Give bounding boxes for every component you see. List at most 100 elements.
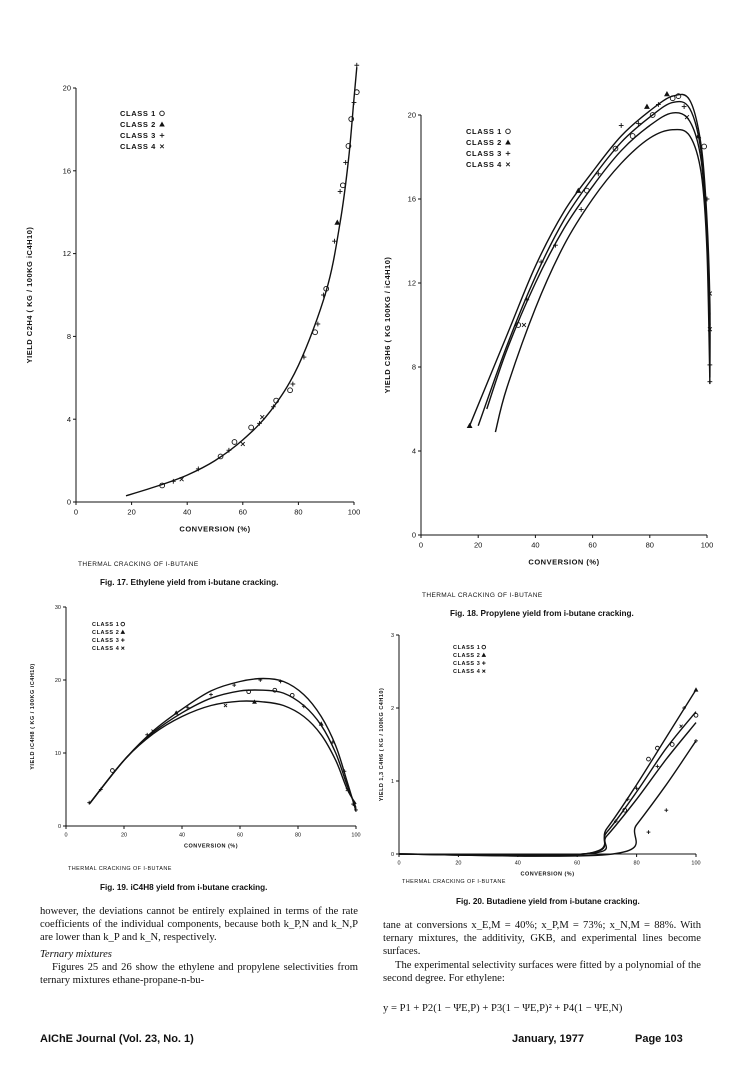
point-x-b [345,787,350,792]
data-point-class-3 [185,705,190,710]
point-x-b [121,646,125,650]
x-tick-label: 20 [127,508,135,517]
legend-label: CLASS 4 [466,160,502,169]
fitted-curve [486,112,711,410]
data-point-class-3 [694,738,698,743]
footer-page: Page 103 [635,1033,683,1045]
point-circle-marker [159,482,166,489]
data-point-class-3 [278,679,283,684]
x-tick-label: 60 [574,861,580,867]
data-point-class-2 [505,139,511,145]
data-point-class-1 [345,143,352,149]
y-tick-label: 2 [391,706,394,712]
legend-label: CLASS 3 [466,149,502,158]
point-circle-marker [312,329,318,336]
x-tick-label: 60 [588,541,596,550]
data-point-class-4 [521,322,527,328]
data-point-class-3 [578,207,584,212]
y-tick-label: 0 [58,824,61,830]
point-circle-marker [655,745,660,751]
figure-18-caption: Fig. 18. Propylene yield from i-butane c… [450,609,634,618]
legend-label: CLASS 3 [453,661,480,667]
x-axis-title: CONVERSION (%) [528,558,599,567]
figure-20-caption: Fig. 20. Butadiene yield from i-butane c… [456,897,640,906]
data-point-class-3 [351,802,355,806]
data-point-class-1 [110,768,115,773]
point-circle-marker [231,439,238,445]
data-point-class-1 [348,116,355,122]
y-tick-label: 30 [55,605,61,611]
fitted-curve [88,677,357,812]
point-circle-marker [622,807,628,813]
data-point-class-4 [240,441,246,447]
legend-label: CLASS 4 [453,669,481,675]
point-circle-marker [287,387,293,394]
data-point-class-2 [693,687,699,692]
data-point-class-2 [173,710,179,715]
data-point-class-1 [120,621,126,627]
data-point-class-3 [330,740,335,744]
data-point-class-1 [159,110,165,117]
data-point-class-1 [353,89,360,95]
point-x-b [505,162,511,167]
data-point-class-1 [231,439,238,445]
data-point-class-4 [151,729,155,733]
fitted-curve [88,689,357,809]
data-point-class-1 [481,644,487,650]
data-point-class-1 [505,128,511,135]
point-x-b [151,729,155,733]
fitted-curve [398,722,697,857]
point-circle-marker [612,145,619,152]
data-point-class-2 [695,132,702,139]
legend-label: CLASS 4 [92,646,120,652]
data-point-class-3 [120,638,125,642]
data-point-class-1 [340,182,346,189]
point-x-b [179,476,184,482]
data-point-class-1 [272,687,278,693]
y-tick-label: 16 [408,195,416,204]
data-point-class-2 [159,121,165,127]
x-tick-label: 0 [74,508,78,517]
point-circle-marker [481,644,487,650]
fitted-curve [398,740,697,857]
figure-18-note: THERMAL CRACKING OF I-BUTANE [422,592,543,599]
data-point-class-1 [649,112,656,118]
point-circle-marker [646,756,651,762]
y-tick-label: 3 [391,633,394,639]
y-tick-label: 0 [412,531,416,540]
point-x-b [707,326,713,332]
data-point-class-3 [704,196,710,202]
x-tick-label: 80 [646,541,654,550]
y-tick-label: 12 [63,249,71,258]
data-point-class-2 [318,721,324,726]
figure-20-note: THERMAL CRACKING OF I-BUTANE [402,879,506,885]
point-circle-marker [272,687,278,693]
data-point-class-1 [629,133,636,139]
point-x-b [707,291,713,296]
x-tick-label: 20 [455,861,461,867]
point-circle-marker [675,93,682,99]
legend-label: CLASS 1 [120,109,156,118]
data-point-class-1 [584,187,590,194]
point-triangle-marker [120,629,126,634]
x-axis-title: CONVERSION (%) [179,525,250,534]
point-circle-marker [217,453,224,460]
point-circle-marker [649,112,656,118]
figure-19-note: THERMAL CRACKING OF I-BUTANE [68,866,172,872]
y-tick-label: 8 [412,363,416,372]
point-circle-marker [159,110,165,117]
fitted-curve [398,711,697,857]
data-point-class-3 [481,661,486,665]
y-tick-label: 4 [412,447,416,456]
y-tick-label: 1 [391,779,394,785]
data-point-class-2 [334,219,341,225]
x-tick-label: 40 [531,541,539,550]
data-point-class-4 [260,414,265,420]
data-point-class-1 [312,329,318,336]
data-point-class-3 [538,259,544,265]
y-tick-label: 20 [408,111,416,120]
y-tick-label: 8 [67,332,71,341]
figure-19-chart: 0 20 40 60 80 100 0 10 20 30 CONVERSION (%) YIELD i… [30,605,361,850]
point-triangle-marker [318,721,324,726]
data-point-class-1 [273,397,280,404]
